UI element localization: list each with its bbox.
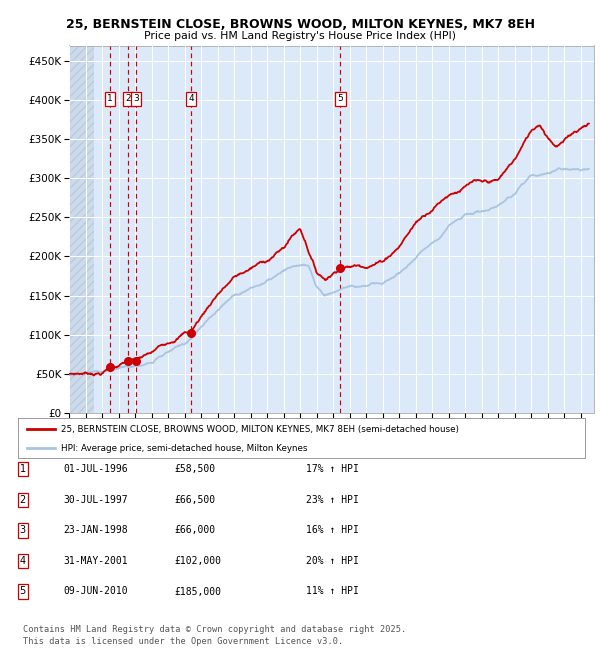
Text: 1: 1 xyxy=(20,464,26,474)
Text: 17% ↑ HPI: 17% ↑ HPI xyxy=(306,464,359,474)
Text: 20% ↑ HPI: 20% ↑ HPI xyxy=(306,556,359,566)
Text: 25, BERNSTEIN CLOSE, BROWNS WOOD, MILTON KEYNES, MK7 8EH (semi-detached house): 25, BERNSTEIN CLOSE, BROWNS WOOD, MILTON… xyxy=(61,424,458,434)
Text: 25, BERNSTEIN CLOSE, BROWNS WOOD, MILTON KEYNES, MK7 8EH: 25, BERNSTEIN CLOSE, BROWNS WOOD, MILTON… xyxy=(65,18,535,31)
Text: 5: 5 xyxy=(20,586,26,597)
Text: 16% ↑ HPI: 16% ↑ HPI xyxy=(306,525,359,536)
Text: Contains HM Land Registry data © Crown copyright and database right 2025.
This d: Contains HM Land Registry data © Crown c… xyxy=(23,625,406,647)
Text: 1: 1 xyxy=(107,94,113,103)
Text: 4: 4 xyxy=(20,556,26,566)
Text: 23-JAN-1998: 23-JAN-1998 xyxy=(63,525,128,536)
Text: 30-JUL-1997: 30-JUL-1997 xyxy=(63,495,128,505)
Text: 11% ↑ HPI: 11% ↑ HPI xyxy=(306,586,359,597)
Text: 5: 5 xyxy=(338,94,343,103)
Text: £185,000: £185,000 xyxy=(174,586,221,597)
Text: 2: 2 xyxy=(20,495,26,505)
Text: £58,500: £58,500 xyxy=(174,464,215,474)
Bar xyxy=(69,46,94,413)
Text: £66,000: £66,000 xyxy=(174,525,215,536)
Text: 23% ↑ HPI: 23% ↑ HPI xyxy=(306,495,359,505)
Text: Price paid vs. HM Land Registry's House Price Index (HPI): Price paid vs. HM Land Registry's House … xyxy=(144,31,456,42)
Text: 3: 3 xyxy=(20,525,26,536)
Text: 4: 4 xyxy=(188,94,194,103)
Text: £66,500: £66,500 xyxy=(174,495,215,505)
Text: 09-JUN-2010: 09-JUN-2010 xyxy=(63,586,128,597)
Text: 2: 2 xyxy=(125,94,131,103)
Text: 31-MAY-2001: 31-MAY-2001 xyxy=(63,556,128,566)
Text: £102,000: £102,000 xyxy=(174,556,221,566)
Text: HPI: Average price, semi-detached house, Milton Keynes: HPI: Average price, semi-detached house,… xyxy=(61,444,307,452)
Text: 01-JUL-1996: 01-JUL-1996 xyxy=(63,464,128,474)
Text: 3: 3 xyxy=(133,94,139,103)
